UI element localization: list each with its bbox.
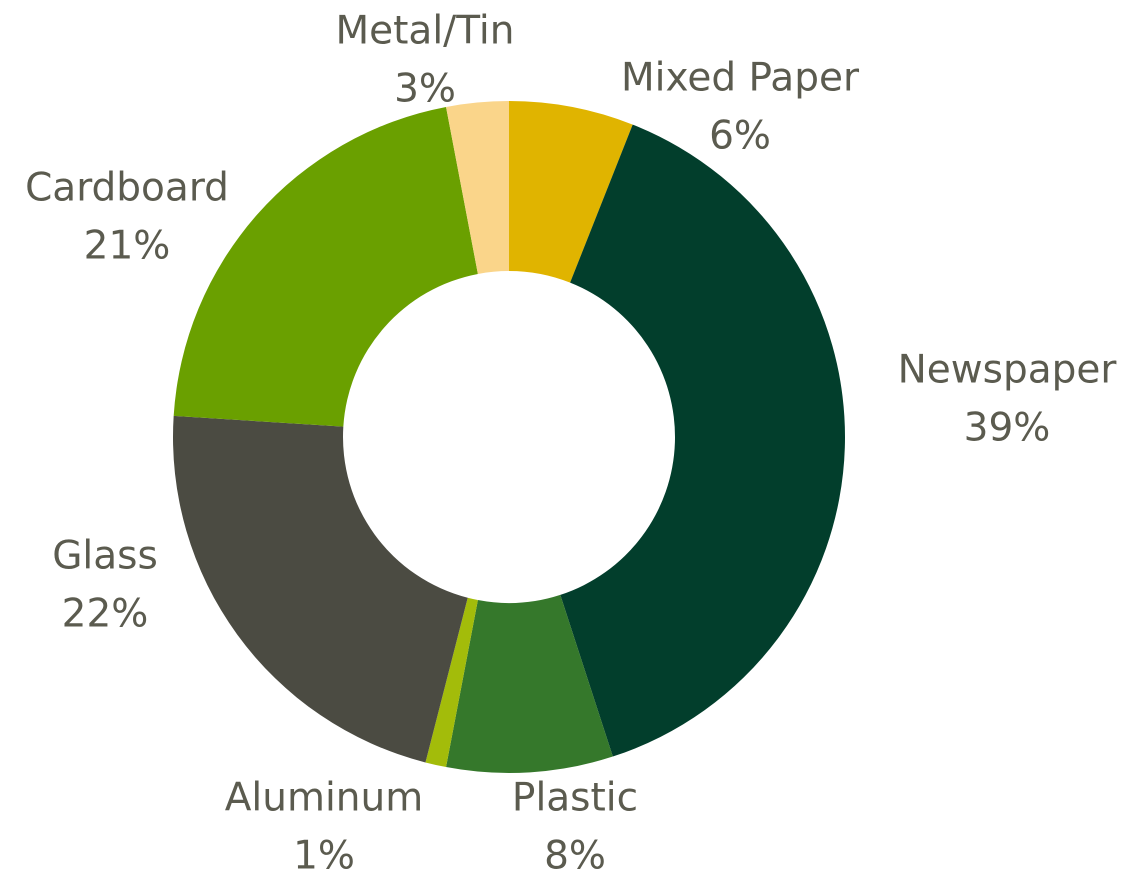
slice-label-glass: Glass: [52, 534, 158, 579]
slice-value-newspaper: 39%: [964, 406, 1051, 451]
slice-label-plastic: Plastic: [512, 776, 638, 821]
slice-plastic: [446, 594, 613, 774]
labels-group: Mixed Paper 6% Newspaper 39% Plastic 8% Alumin…: [25, 9, 1118, 877]
slice-mixed-paper: [509, 101, 633, 283]
slice-value-glass: 22%: [62, 592, 149, 637]
slice-value-plastic: 8%: [544, 834, 606, 874]
slice-label-aluminum: Aluminum: [225, 776, 424, 821]
slice-label-cardboard: Cardboard: [25, 166, 229, 211]
slice-value-cardboard: 21%: [84, 224, 171, 269]
slice-label-mixed-paper: Mixed Paper: [621, 56, 860, 101]
slice-label-metal-tin: Metal/Tin: [336, 9, 515, 54]
slices-group: [172, 101, 846, 774]
slice-value-mixed-paper: 6%: [709, 114, 771, 159]
slice-newspaper: [560, 124, 846, 757]
slice-metal-tin: [446, 101, 509, 274]
slice-value-aluminum: 1%: [293, 834, 355, 874]
slice-value-metal-tin: 3%: [394, 67, 456, 112]
slice-label-newspaper: Newspaper: [898, 348, 1118, 393]
slice-cardboard: [173, 106, 478, 427]
slice-aluminum: [425, 597, 478, 768]
slice-glass: [172, 415, 468, 763]
